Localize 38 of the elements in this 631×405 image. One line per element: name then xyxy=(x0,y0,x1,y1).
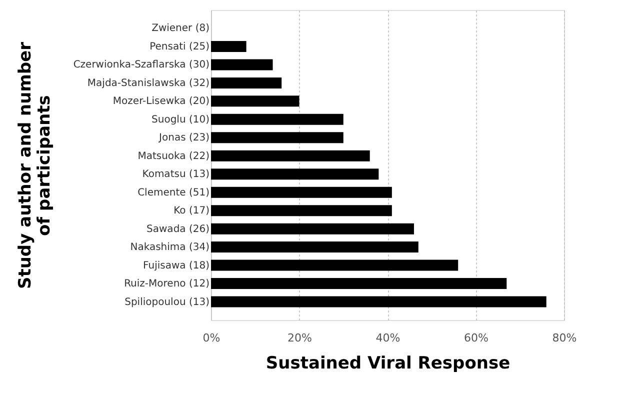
bar xyxy=(211,260,458,271)
x-tick-label: 0% xyxy=(202,332,220,344)
y-tick-label: Fujisawa (18) xyxy=(143,260,210,272)
bar xyxy=(211,132,344,144)
bar xyxy=(211,150,370,162)
bar xyxy=(211,296,546,308)
bar xyxy=(211,186,392,198)
bar xyxy=(211,59,273,70)
x-tick-label: 40% xyxy=(376,332,400,344)
x-tick-label: 60% xyxy=(464,332,488,344)
y-tick-label: Mozer-Lisewka (20) xyxy=(112,96,210,108)
bar xyxy=(211,205,392,216)
bar xyxy=(211,114,344,125)
y-tick-label: Matsuoka (22) xyxy=(138,150,210,162)
y-axis-title: Study author and number of participants xyxy=(15,41,54,290)
bar xyxy=(211,242,418,253)
y-tick-label: Spiliopoulou (13) xyxy=(124,296,210,308)
y-tick-label: Ko (17) xyxy=(174,206,210,217)
y-tick-label: Nakashima (34) xyxy=(130,242,210,254)
y-tick-label: Pensati (25) xyxy=(150,41,210,52)
y-tick-label: Czerwionka-Szaflarska (30) xyxy=(73,60,210,71)
y-tick-label: Jonas (23) xyxy=(158,132,210,144)
x-tick-label: 20% xyxy=(288,332,312,344)
bar xyxy=(211,278,507,290)
bar xyxy=(211,168,379,180)
bar xyxy=(211,40,246,52)
bar xyxy=(211,96,300,107)
y-tick-label: Ruiz-Moreno (12) xyxy=(124,278,210,290)
y-tick-label: Clemente (51) xyxy=(138,187,210,198)
y-tick-label: Suoglu (10) xyxy=(152,114,210,126)
y-tick-label: Majda-Stanislawska (32) xyxy=(87,78,210,89)
y-tick-label: Sawada (26) xyxy=(146,224,210,235)
y-tick-label: Zwiener (8) xyxy=(152,23,210,34)
x-axis-title: Sustained Viral Response xyxy=(266,354,510,374)
bar xyxy=(211,77,282,88)
x-tick-label: 80% xyxy=(552,332,577,344)
y-tick-label: Komatsu (13) xyxy=(142,169,210,180)
bar xyxy=(211,223,414,234)
